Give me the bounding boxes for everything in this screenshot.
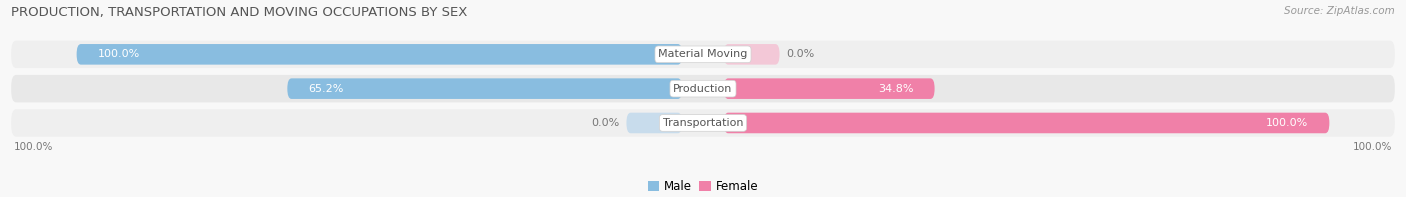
- Text: 100.0%: 100.0%: [1353, 142, 1392, 152]
- Text: Source: ZipAtlas.com: Source: ZipAtlas.com: [1284, 6, 1395, 16]
- Text: 0.0%: 0.0%: [592, 118, 620, 128]
- Text: 34.8%: 34.8%: [879, 84, 914, 94]
- Text: 65.2%: 65.2%: [308, 84, 343, 94]
- Text: Transportation: Transportation: [662, 118, 744, 128]
- FancyBboxPatch shape: [77, 44, 682, 65]
- FancyBboxPatch shape: [627, 113, 682, 133]
- FancyBboxPatch shape: [11, 75, 1395, 102]
- Text: Material Moving: Material Moving: [658, 49, 748, 59]
- Text: PRODUCTION, TRANSPORTATION AND MOVING OCCUPATIONS BY SEX: PRODUCTION, TRANSPORTATION AND MOVING OC…: [11, 6, 468, 19]
- Text: 100.0%: 100.0%: [97, 49, 139, 59]
- Legend: Male, Female: Male, Female: [643, 175, 763, 197]
- FancyBboxPatch shape: [724, 44, 779, 65]
- Text: Production: Production: [673, 84, 733, 94]
- Text: 100.0%: 100.0%: [1267, 118, 1309, 128]
- Text: 0.0%: 0.0%: [786, 49, 814, 59]
- FancyBboxPatch shape: [11, 41, 1395, 68]
- FancyBboxPatch shape: [724, 113, 1330, 133]
- FancyBboxPatch shape: [287, 78, 682, 99]
- Text: 100.0%: 100.0%: [14, 142, 53, 152]
- FancyBboxPatch shape: [11, 109, 1395, 137]
- FancyBboxPatch shape: [724, 78, 935, 99]
